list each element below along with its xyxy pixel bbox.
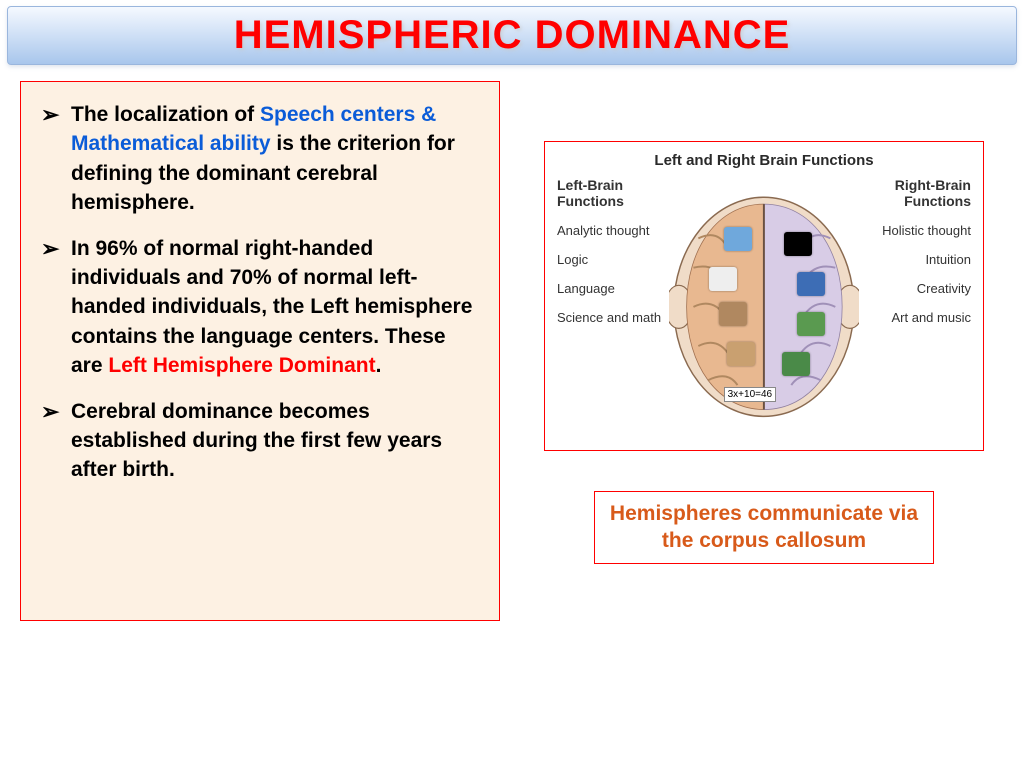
brain-diagram: Left and Right Brain Functions Left-Brai…	[544, 141, 984, 451]
right-item-4: Art and music	[863, 310, 971, 325]
title-banner: HEMISPHERIC DOMINANCE	[7, 6, 1017, 65]
brain-svg	[669, 177, 860, 422]
left-item-4: Science and math	[557, 310, 665, 325]
equation-label: 3x+10=46	[724, 387, 777, 402]
bullet-2: In 96% of normal right-handed individual…	[41, 234, 479, 381]
art-icon	[782, 352, 810, 376]
bullet-1: The localization of Speech centers & Mat…	[41, 100, 479, 218]
right-item-2: Intuition	[863, 252, 971, 267]
content-row: The localization of Speech centers & Mat…	[0, 81, 1024, 621]
yin-yang-icon	[784, 232, 812, 256]
sky-icon	[797, 272, 825, 296]
left-item-3: Language	[557, 281, 665, 296]
pie-chart-icon	[724, 227, 752, 251]
left-header: Left-Brain Functions	[557, 177, 665, 209]
bullet-list: The localization of Speech centers & Mat…	[41, 100, 479, 485]
face-icon-1	[719, 302, 747, 326]
caption-box: Hemispheres communicate via the corpus c…	[594, 491, 934, 564]
right-item-3: Creativity	[863, 281, 971, 296]
music-icon	[797, 312, 825, 336]
left-item-1: Analytic thought	[557, 223, 665, 238]
b2-highlight: Left Hemisphere Dominant	[108, 354, 375, 377]
brain-illustration: 3x+10=46	[669, 177, 860, 422]
left-brain-labels: Left-Brain Functions Analytic thought Lo…	[557, 177, 665, 422]
left-item-2: Logic	[557, 252, 665, 267]
right-brain-labels: Right-Brain Functions Holistic thought I…	[863, 177, 971, 422]
b1-part1: The localization of	[71, 103, 260, 126]
b2-part3: .	[376, 354, 382, 377]
right-column: Left and Right Brain Functions Left-Brai…	[524, 81, 1004, 621]
diagram-title: Left and Right Brain Functions	[557, 152, 971, 169]
diagram-columns: Left-Brain Functions Analytic thought Lo…	[557, 177, 971, 422]
page-title: HEMISPHERIC DOMINANCE	[8, 13, 1016, 58]
right-header: Right-Brain Functions	[863, 177, 971, 209]
grid-icon	[709, 267, 737, 291]
bullet-3: Cerebral dominance becomes established d…	[41, 397, 479, 485]
right-item-1: Holistic thought	[863, 223, 971, 238]
bullet-panel: The localization of Speech centers & Mat…	[20, 81, 500, 621]
face-icon-2	[727, 342, 755, 366]
